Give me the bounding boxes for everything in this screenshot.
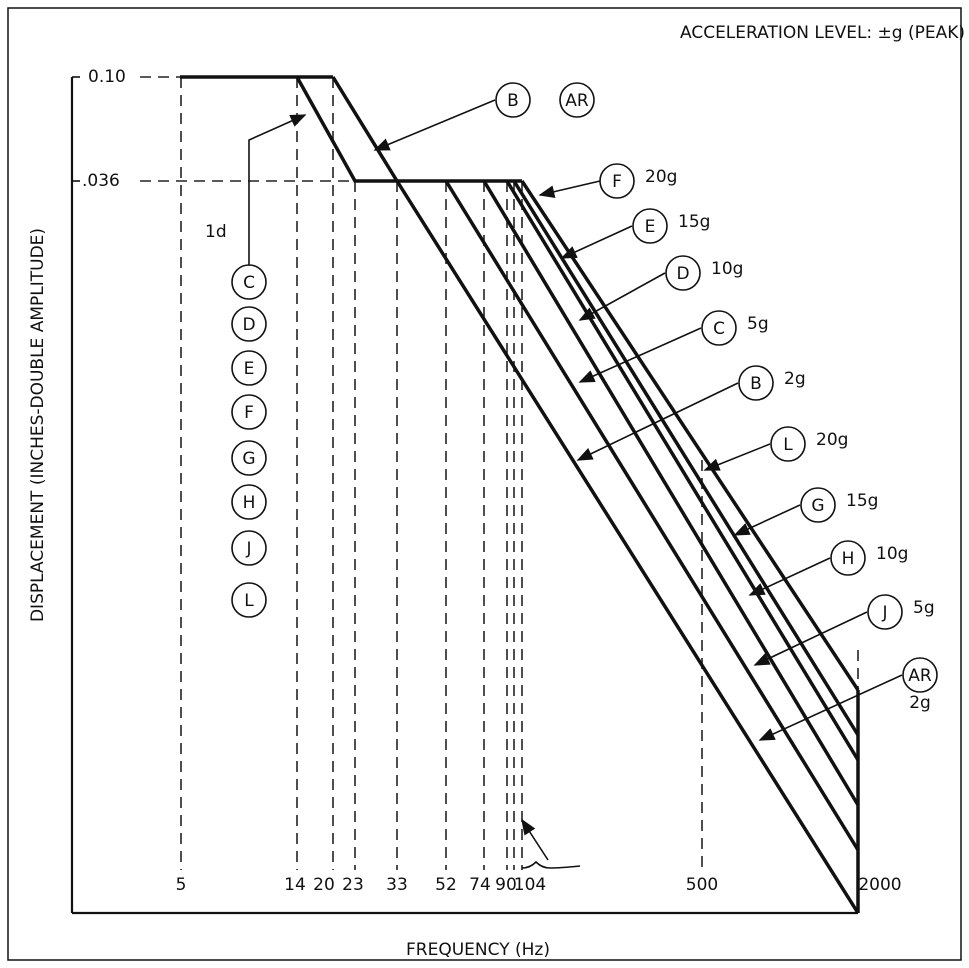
title: ACCELERATION LEVEL: ±g (PEAK) <box>680 23 965 43</box>
callout-letter: L <box>783 435 793 455</box>
callout-level: 20g <box>816 430 848 450</box>
axes <box>70 76 858 915</box>
note: 1d <box>205 222 227 242</box>
callout-level: 10g <box>711 259 743 279</box>
legend-letter: L <box>244 591 254 611</box>
legend-letter-circle <box>231 264 267 300</box>
callout-letter: H <box>842 549 855 569</box>
callout-letter: AR <box>908 666 932 686</box>
x-tick-label: 90 <box>495 875 517 895</box>
x-tick-label: 500 <box>686 875 718 895</box>
curves <box>180 75 860 914</box>
x-tick-label: 23 <box>342 875 364 895</box>
callout-arrows <box>248 99 903 869</box>
callout-letter-circle <box>800 487 836 523</box>
callout-letter-circle <box>495 82 531 118</box>
x-tick-label: 33 <box>386 875 408 895</box>
callout-letter-circle <box>701 310 737 346</box>
x-tick-label: 52 <box>435 875 457 895</box>
legend-letter-circle <box>231 350 267 386</box>
frame <box>7 7 962 961</box>
callout-letter: F <box>612 172 622 192</box>
callout-letter: B <box>750 374 762 394</box>
legend-letter: C <box>243 273 255 293</box>
x-axis-label: FREQUENCY (Hz) <box>406 940 550 960</box>
y-tick-label: .036 <box>82 171 120 191</box>
callout-letter-circle <box>738 365 774 401</box>
callout-letter-circle <box>770 426 806 462</box>
callout-letter-circle <box>665 255 701 291</box>
legend-letter: F <box>244 403 254 423</box>
x-tick-label: 14 <box>284 875 306 895</box>
callout-letter: E <box>645 217 656 237</box>
legend-letter-circle <box>231 440 267 476</box>
callout-level: 2g <box>909 693 931 713</box>
legend-letter-circle <box>231 582 267 618</box>
legend-letter: H <box>243 493 256 513</box>
legend-letter: G <box>242 449 255 469</box>
callout-level: 2g <box>784 369 806 389</box>
callout-letter: AR <box>565 91 589 111</box>
callout-letter: D <box>676 264 689 284</box>
callout-letter-circle <box>902 657 938 693</box>
legend-letter-circle <box>231 484 267 520</box>
callout-letter-circle <box>599 163 635 199</box>
callout-level: 5g <box>913 598 935 618</box>
legend-letter: J <box>245 539 251 559</box>
callout-letter-circle <box>867 594 903 630</box>
x-tick-label: 20 <box>313 875 335 895</box>
callout-level: 15g <box>846 491 878 511</box>
callout-level: 10g <box>876 544 908 564</box>
callout-letter-circle <box>559 82 595 118</box>
legend-letter-circle <box>231 530 267 566</box>
legend-letter: E <box>244 359 255 379</box>
callout-letter: J <box>881 603 887 623</box>
legend-letter-circle <box>231 394 267 430</box>
callout-letter-circle <box>632 208 668 244</box>
x-tick-label: 5 <box>176 875 187 895</box>
x-tick-label: 2000 <box>858 875 901 895</box>
legend-letter: D <box>242 315 255 335</box>
callout-level: 20g <box>645 167 677 187</box>
x-tick-label: 74 <box>469 875 491 895</box>
y-tick-label: 0.10 <box>88 67 126 87</box>
callout-level: 15g <box>678 212 710 232</box>
callout-letter: C <box>713 319 725 339</box>
legend-letter-circle <box>231 306 267 342</box>
y-axis-label: DISPLACEMENT (INCHES-DOUBLE AMPLITUDE) <box>28 228 48 622</box>
callout-letter: B <box>507 91 519 111</box>
callout-letter-circle <box>830 540 866 576</box>
x-tick-label: 104 <box>514 875 546 895</box>
callout-letter: G <box>811 496 824 516</box>
callout-level: 5g <box>747 314 769 334</box>
